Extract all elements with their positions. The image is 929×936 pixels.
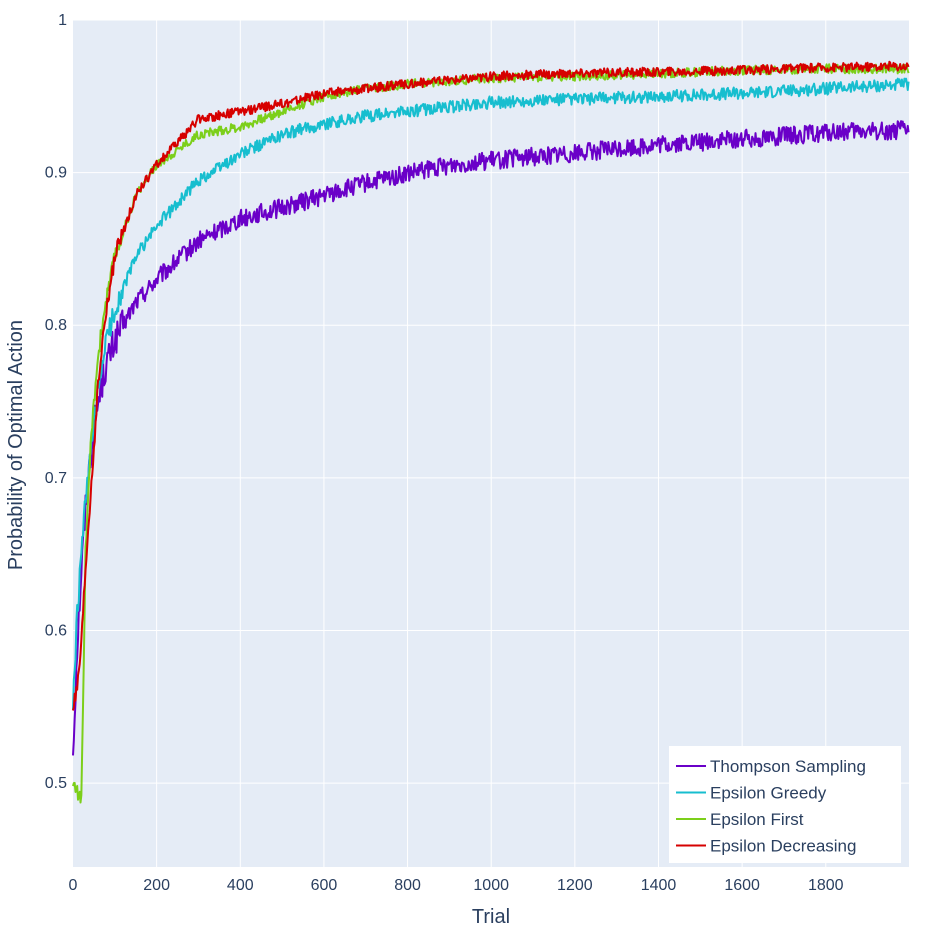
x-axis-ticks: 0 200 400 600 800 1000 1200 1400 1600 1800 <box>69 877 844 894</box>
x-tick-label: 200 <box>143 877 170 894</box>
legend-label: Thompson Sampling <box>710 757 866 776</box>
y-axis-title: Probability of Optimal Action <box>5 320 27 570</box>
series-line-epsilon-greedy <box>72 77 910 710</box>
legend-item-epsilon-decreasing[interactable]: Epsilon Decreasing <box>676 837 856 856</box>
y-tick-label: 1 <box>58 12 67 29</box>
y-tick-label: 0.9 <box>45 165 67 182</box>
legend-label: Epsilon Decreasing <box>710 837 856 856</box>
series-lines <box>72 60 910 804</box>
x-tick-label: 1600 <box>724 877 760 894</box>
x-tick-label: 1200 <box>557 877 593 894</box>
legend-item-epsilon-first[interactable]: Epsilon First <box>676 810 804 829</box>
y-tick-label: 0.8 <box>45 317 67 334</box>
x-tick-label: 600 <box>311 877 338 894</box>
x-tick-label: 1800 <box>808 877 844 894</box>
legend-label: Epsilon Greedy <box>710 784 827 803</box>
x-tick-label: 1400 <box>641 877 677 894</box>
x-tick-label: 400 <box>227 877 254 894</box>
legend-item-thompson-sampling[interactable]: Thompson Sampling <box>676 757 866 776</box>
x-tick-label: 1000 <box>473 877 509 894</box>
y-tick-label: 0.7 <box>45 470 67 487</box>
x-tick-label: 0 <box>69 877 78 894</box>
x-tick-label: 800 <box>394 877 421 894</box>
legend[interactable]: Thompson Sampling Epsilon Greedy Epsilon F… <box>669 746 901 863</box>
y-axis-ticks: 0.5 0.6 0.7 0.8 0.9 1 <box>45 12 67 792</box>
legend-item-epsilon-greedy[interactable]: Epsilon Greedy <box>676 784 827 803</box>
legend-label: Epsilon First <box>710 810 804 829</box>
series-line-epsilon-decreasing <box>72 60 910 711</box>
legend-box <box>669 746 901 863</box>
x-axis-title: Trial <box>472 906 510 928</box>
y-tick-label: 0.6 <box>45 622 67 639</box>
series-line-thompson-sampling <box>72 120 910 756</box>
y-tick-label: 0.5 <box>45 775 67 792</box>
